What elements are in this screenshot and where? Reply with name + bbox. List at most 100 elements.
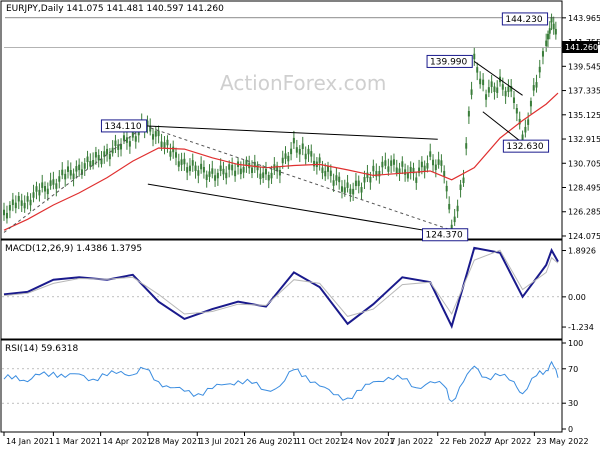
candle-body (188, 165, 191, 172)
candle-body (26, 196, 29, 202)
annotation-box (426, 54, 473, 68)
candle-body (501, 84, 504, 90)
candle-body (487, 87, 490, 93)
x-tick-label: 23 May 2022 (536, 437, 588, 446)
annotation-box (502, 139, 550, 153)
candle-body (529, 100, 532, 107)
candle-body (292, 137, 295, 144)
candle-body (111, 147, 114, 154)
x-tick-label: 1 Mar 2021 (55, 437, 101, 446)
candle-body (301, 143, 304, 150)
candle-body (64, 173, 67, 180)
annotation-label: 124.370 (426, 231, 463, 241)
candle-body (131, 132, 134, 138)
macd-signal-line (3, 249, 559, 317)
candle-body (515, 108, 518, 114)
rsi-y-tick-label: 30 (568, 399, 578, 408)
candle-body (222, 168, 225, 175)
candle-body (327, 166, 330, 172)
x-tick-label: 22 Feb 2022 (440, 437, 490, 446)
candle-body (114, 140, 117, 146)
candle-body (496, 87, 499, 93)
candle-body (228, 164, 231, 170)
candle-body (100, 158, 103, 165)
annotation-box (422, 228, 469, 242)
candle-body (41, 182, 44, 188)
candle-body (253, 161, 256, 168)
upper-channel-line (144, 125, 438, 140)
candle-body (532, 85, 535, 91)
candle-body (459, 184, 462, 191)
candle-body (231, 164, 234, 171)
flag-upper-line (473, 61, 523, 96)
x-tick-label: 7 Apr 2022 (487, 437, 531, 446)
rsi-panel (0, 339, 563, 433)
candle-body (401, 161, 404, 167)
candle-body (295, 147, 298, 153)
candle-body (352, 188, 355, 195)
candle-body (149, 126, 152, 132)
flag-lower-line (482, 111, 526, 146)
candle-body (49, 180, 52, 186)
current-price-tag: 141.260 (562, 41, 598, 53)
watermark: ActionForex.com (220, 71, 386, 95)
annotation-label: 134.110 (104, 122, 141, 132)
macd-layer (2, 246, 561, 329)
candle-body (276, 165, 279, 172)
candle-body (80, 169, 83, 175)
candle-body (318, 157, 321, 163)
candle-body (507, 86, 510, 93)
candle-body (14, 202, 17, 209)
candle-body (434, 164, 437, 171)
candle-body (122, 135, 125, 141)
candle-body (360, 187, 363, 193)
candle-body (8, 205, 11, 211)
candle-body (395, 167, 398, 174)
candle-body (366, 172, 369, 179)
candle-body (180, 159, 183, 165)
candle-body (214, 175, 217, 181)
candle-body (152, 134, 155, 140)
candle-body (313, 160, 316, 167)
candle-body (270, 172, 273, 179)
candle-body (200, 163, 203, 170)
candle-body (154, 131, 157, 137)
x-tick-label: 24 Nov 2021 (343, 437, 394, 446)
candle-body (264, 168, 267, 175)
candle-body (194, 165, 197, 172)
candle-body (538, 66, 541, 73)
candle-body (146, 120, 149, 127)
candle-body (3, 209, 5, 216)
annotation-box (501, 12, 549, 26)
candle-body (332, 180, 335, 186)
annotation-box (100, 119, 148, 133)
candle-body (406, 172, 409, 179)
x-tick-label: 28 May 2021 (150, 437, 202, 446)
candle-body (259, 173, 262, 180)
candle-body (66, 166, 69, 172)
candle-body (72, 173, 75, 180)
candle-body (518, 118, 521, 125)
candle-body (69, 170, 72, 176)
candle-body (479, 78, 482, 85)
x-tick-label: 14 Apr 2021 (103, 437, 152, 446)
candle-body (174, 152, 177, 158)
candle-body (251, 167, 254, 174)
candle-body (298, 148, 301, 155)
candle-body (429, 151, 432, 157)
price-header: EURJPY,Daily 141.075 141.481 140.597 141… (6, 4, 224, 14)
candle-body (550, 16, 553, 23)
annotation-label: 139.990 (430, 57, 467, 67)
candle-body (456, 205, 459, 212)
candle-body (120, 143, 123, 150)
candle-body (390, 160, 393, 166)
candle-body (44, 186, 47, 192)
macd-y-tick-label: 1.8926 (568, 247, 596, 256)
candle-body (387, 166, 390, 172)
candle-body (546, 33, 549, 40)
x-tick-label: 14 Jan 2021 (6, 437, 54, 446)
candle-body (197, 170, 200, 176)
candle-body (372, 165, 375, 172)
candle-body (290, 148, 293, 155)
candle-body (163, 142, 166, 148)
